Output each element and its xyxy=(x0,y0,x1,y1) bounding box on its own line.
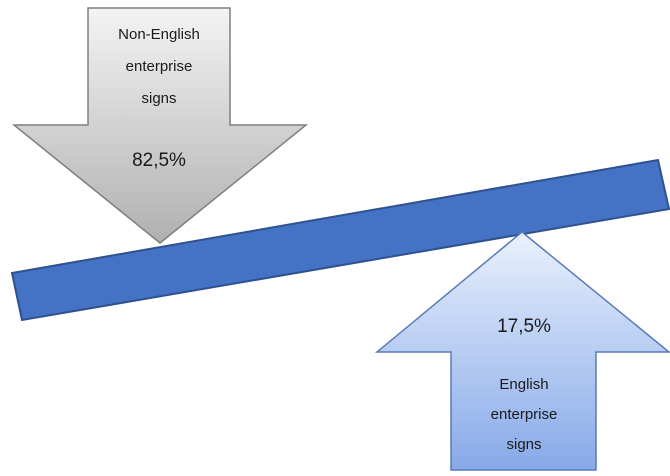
non-english-label-line-1: Non-English xyxy=(118,26,200,43)
english-label-line-2: enterprise xyxy=(491,406,558,423)
non-english-label-line-2: enterprise xyxy=(126,58,193,75)
non-english-label-line-3: signs xyxy=(141,90,176,107)
english-arrow: 17,5% English enterprise signs xyxy=(374,231,670,471)
down-arrow-shape xyxy=(11,7,309,244)
english-label-line-3: signs xyxy=(506,436,541,453)
english-value: 17,5% xyxy=(497,316,551,337)
balance-beam xyxy=(10,158,670,322)
up-arrow-shape xyxy=(374,231,670,471)
english-label-line-1: English xyxy=(499,376,548,393)
non-english-arrow: Non-English enterprise signs 82,5% xyxy=(11,7,309,244)
non-english-value: 82,5% xyxy=(132,150,186,171)
